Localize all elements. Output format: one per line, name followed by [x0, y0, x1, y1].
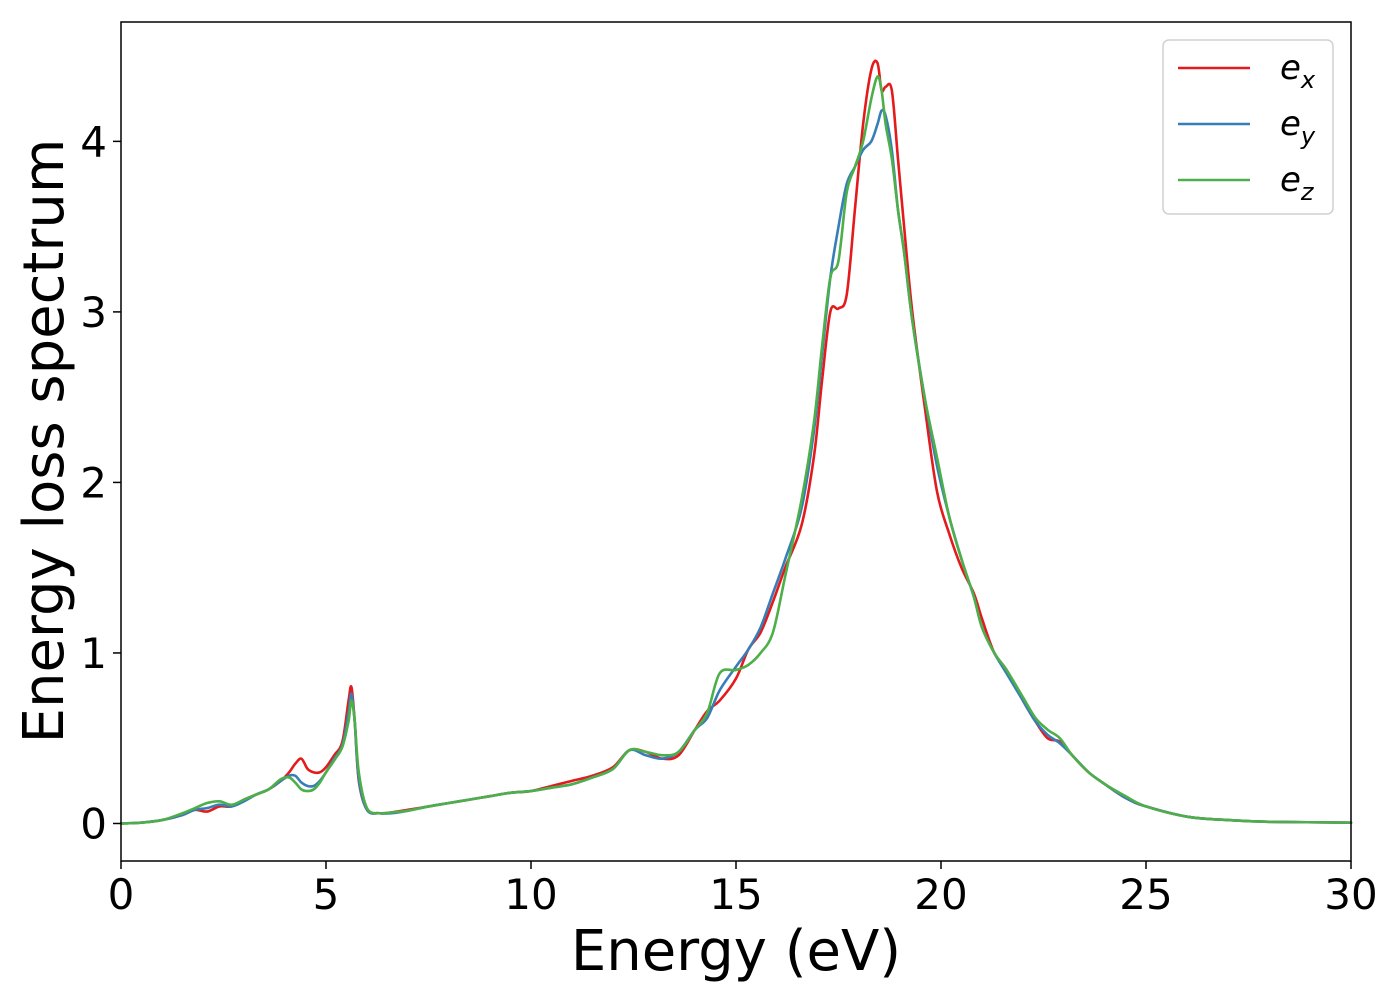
series-line-z — [119, 75, 1353, 825]
legend-label-subscript: y — [1300, 122, 1316, 150]
legend-label-base: e — [1280, 48, 1301, 88]
legend-label-subscript: z — [1300, 178, 1315, 206]
x-tick-label: 10 — [504, 870, 557, 919]
x-tick-label: 5 — [313, 870, 340, 919]
legend-label-base: e — [1280, 160, 1301, 200]
y-tick-label: 1 — [80, 629, 107, 678]
legend-box — [1162, 39, 1334, 215]
legend-label-base: e — [1280, 104, 1301, 144]
x-tick-label: 0 — [108, 870, 135, 919]
x-tick-label: 20 — [914, 870, 967, 919]
ticks-layer: 0 5 10 15 20 25 30 0 1 2 3 4 — [80, 117, 1377, 919]
y-tick-label: 2 — [80, 458, 107, 507]
legend-label-y: ey — [1280, 104, 1316, 150]
x-tick-label: 30 — [1324, 870, 1377, 919]
legend-label-z: ez — [1280, 160, 1315, 206]
y-axis-label: Energy loss spectrum — [12, 139, 77, 744]
legend-label-subscript: x — [1300, 66, 1316, 94]
plot-background — [121, 22, 1351, 861]
legend-label-x: ex — [1280, 48, 1316, 94]
y-tick-label: 4 — [80, 117, 107, 166]
x-axis-label: Energy (eV) — [571, 919, 901, 984]
x-tick-label: 25 — [1119, 870, 1172, 919]
y-tick-label: 3 — [80, 288, 107, 337]
x-tick-label: 15 — [709, 870, 762, 919]
series-layer — [119, 59, 1353, 825]
y-tick-label: 0 — [80, 799, 107, 848]
